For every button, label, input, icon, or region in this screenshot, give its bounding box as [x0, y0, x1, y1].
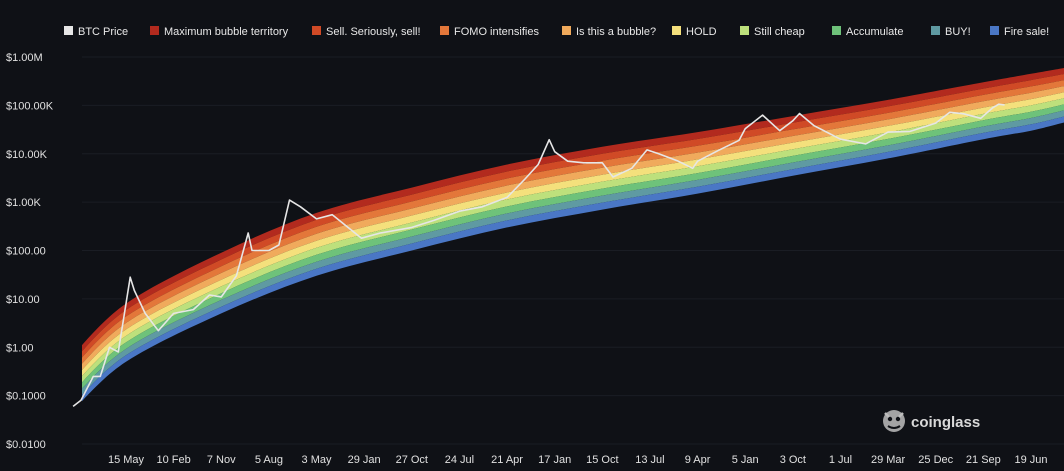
legend-swatch — [990, 26, 999, 35]
x-tick-label: 19 Jun — [1014, 454, 1047, 466]
x-tick-label: 25 Dec — [918, 454, 953, 466]
btc-price-series — [72, 103, 1005, 408]
legend-label: Maximum bubble territory — [164, 26, 289, 38]
legend-label: Still cheap — [754, 26, 805, 38]
legend-item[interactable]: Fire sale! — [990, 26, 1049, 38]
legend-label: Accumulate — [846, 26, 903, 38]
x-tick-label: 10 Feb — [157, 454, 191, 466]
legend-swatch — [832, 26, 841, 35]
brand-name: coinglass — [911, 414, 980, 431]
legend-label: HOLD — [686, 26, 717, 38]
legend-swatch — [672, 26, 681, 35]
legend-swatch — [440, 26, 449, 35]
legend-item[interactable]: Accumulate — [832, 26, 903, 38]
x-tick-label: 1 Jul — [829, 454, 852, 466]
btc-price-line — [72, 103, 1005, 408]
x-tick-label: 15 Oct — [586, 454, 618, 466]
x-tick-label: 29 Mar — [871, 454, 906, 466]
y-tick-label: $0.1000 — [6, 391, 46, 403]
x-tick-label: 27 Oct — [396, 454, 428, 466]
x-tick-label: 24 Jul — [445, 454, 474, 466]
legend-swatch — [931, 26, 940, 35]
legend-label: Is this a bubble? — [576, 26, 656, 38]
legend-swatch — [312, 26, 321, 35]
y-tick-label: $1.00K — [6, 197, 42, 209]
legend-swatch — [150, 26, 159, 35]
legend-label: BUY! — [945, 26, 971, 38]
x-tick-label: 21 Apr — [491, 454, 523, 466]
x-tick-label: 13 Jul — [635, 454, 664, 466]
legend-item[interactable]: BTC Price — [64, 26, 128, 38]
y-tick-label: $1.00 — [6, 342, 34, 354]
x-tick-label: 7 Nov — [207, 454, 236, 466]
x-tick-label: 3 May — [302, 454, 332, 466]
legend-item[interactable]: HOLD — [672, 26, 717, 38]
x-tick-label: 5 Aug — [255, 454, 283, 466]
rainbow-bands — [82, 67, 1064, 402]
x-tick-label: 21 Sep — [966, 454, 1001, 466]
x-axis: 15 May 10 Feb 7 Nov 5 Aug 3 May 29 Jan 27 Oct 2… — [108, 454, 1048, 466]
y-tick-label: $1.00M — [6, 52, 43, 64]
chart-legend: BTC Price Maximum bubble territory Sell. S… — [64, 26, 1049, 38]
y-tick-label: $10.00K — [6, 149, 48, 161]
legend-item[interactable]: Maximum bubble territory — [150, 26, 289, 38]
x-tick-label: 5 Jan — [732, 454, 759, 466]
y-axis: $0.0100 $0.1000 $1.00 $10.00 $100.00 $1.00K $1… — [6, 52, 54, 451]
x-tick-label: 15 May — [108, 454, 145, 466]
brand-watermark: coinglass — [883, 410, 980, 432]
legend-label: Sell. Seriously, sell! — [326, 26, 421, 38]
x-tick-label: 29 Jan — [348, 454, 381, 466]
x-tick-label: 3 Oct — [780, 454, 806, 466]
legend-label: Fire sale! — [1004, 26, 1049, 38]
legend-label: FOMO intensifies — [454, 26, 539, 38]
legend-item[interactable]: Still cheap — [740, 26, 805, 38]
y-tick-label: $10.00 — [6, 294, 40, 306]
y-tick-label: $0.0100 — [6, 439, 46, 451]
legend-swatch — [64, 26, 73, 35]
legend-item[interactable]: BUY! — [931, 26, 971, 38]
y-tick-label: $100.00K — [6, 100, 54, 112]
y-tick-label: $100.00 — [6, 246, 46, 258]
legend-label: BTC Price — [78, 26, 128, 38]
legend-item[interactable]: FOMO intensifies — [440, 26, 539, 38]
coinglass-logo-icon — [883, 410, 905, 432]
legend-swatch — [562, 26, 571, 35]
legend-item[interactable]: Sell. Seriously, sell! — [312, 26, 421, 38]
legend-swatch — [740, 26, 749, 35]
x-tick-label: 17 Jan — [538, 454, 571, 466]
x-tick-label: 9 Apr — [685, 454, 711, 466]
legend-item[interactable]: Is this a bubble? — [562, 26, 656, 38]
